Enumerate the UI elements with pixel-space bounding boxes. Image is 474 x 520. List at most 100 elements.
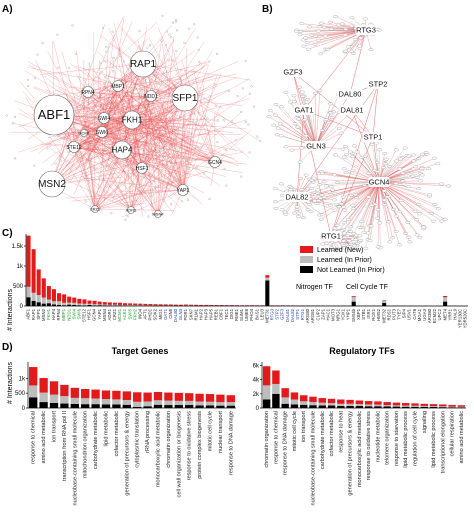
hub-label: DAL82 xyxy=(286,192,309,201)
hub-label: NDD1 xyxy=(144,94,158,100)
bar-segment xyxy=(429,406,438,408)
bar-segment xyxy=(185,405,194,408)
bar-segment xyxy=(56,293,62,302)
category-label: UGA3 xyxy=(422,308,427,320)
category-label: lipid metabolic process xyxy=(431,411,437,468)
category-label: RAP1 xyxy=(31,308,36,320)
category-label: generation of precursors & energy xyxy=(124,411,130,496)
bar-segment xyxy=(39,402,48,408)
category-label: carbohydrate metabolic xyxy=(93,411,99,469)
category-label: ABF1 xyxy=(26,308,31,319)
category-label: response to chemical xyxy=(31,411,37,464)
hub-label: GCN4 xyxy=(208,160,222,166)
bar-segment xyxy=(392,406,401,408)
bar-segment xyxy=(265,275,270,278)
category-label: nuclear transport xyxy=(218,411,224,453)
category-label: YOX1 xyxy=(341,308,346,320)
bar-segment xyxy=(265,277,270,281)
bar-segment xyxy=(153,391,163,401)
bar-segment xyxy=(91,398,100,405)
bar-segment xyxy=(133,401,142,407)
hub-node xyxy=(82,86,94,98)
category-label: RME1 xyxy=(234,308,239,321)
legend-swatch xyxy=(300,266,313,273)
hub-label: SWI6 xyxy=(96,130,108,136)
bar-segment xyxy=(411,403,419,406)
category-label: cofactor metabolic xyxy=(329,411,335,457)
bar-segment xyxy=(309,405,317,408)
bar-segment xyxy=(351,301,356,306)
bar-segment xyxy=(153,404,163,408)
category-label: RTG3 xyxy=(270,308,275,320)
bar-segment xyxy=(364,406,373,408)
bar-segment xyxy=(173,304,178,306)
bar-segment xyxy=(262,399,271,408)
bar-segment xyxy=(123,303,128,305)
bar-segment xyxy=(411,406,419,408)
bar-segment xyxy=(168,304,173,306)
category-label: telomere organization xyxy=(385,411,391,465)
bar-segment xyxy=(262,385,271,400)
bar-segment xyxy=(26,235,31,287)
category-label: REB1 xyxy=(214,308,219,320)
category-label: ECM22 xyxy=(432,308,437,323)
bar-segment xyxy=(143,401,152,407)
panel-b-letter: B) xyxy=(262,4,273,15)
bar-segment xyxy=(72,305,77,306)
bar-segment xyxy=(117,304,123,306)
network-a: RAP1 ABF1 SFP1 MSN2 FKH1 HAP4 RPN4 NDD1 STE12 SWI… xyxy=(5,14,262,221)
category-label: YDR520C xyxy=(463,309,468,328)
hub-label: GCN4 xyxy=(369,177,390,186)
bar-segment xyxy=(327,398,336,404)
bar-segment xyxy=(41,278,46,298)
hub-node xyxy=(209,156,221,168)
category-label: STP2 xyxy=(275,308,280,319)
bar-segment xyxy=(46,286,51,300)
category-label: HMS2 xyxy=(376,308,381,321)
panel-a-letter: A) xyxy=(2,4,13,15)
bar-segment xyxy=(443,301,448,306)
bar-segment xyxy=(309,401,317,406)
category-label: SKN7 xyxy=(188,308,193,320)
category-label: ADR1 xyxy=(107,308,112,320)
hub-node xyxy=(362,132,384,142)
category-label: USV1 xyxy=(407,308,412,320)
bar-segment xyxy=(300,404,308,408)
category-label: MOT3 xyxy=(331,308,336,321)
category-label: HSF1 xyxy=(87,308,92,320)
hub-node xyxy=(38,170,66,198)
category-label: TYE7 xyxy=(397,308,402,319)
bar-segment xyxy=(92,304,97,306)
bar-segment xyxy=(107,304,112,306)
bar-segment xyxy=(185,393,194,401)
legend-swatch xyxy=(300,256,313,263)
bar-segment xyxy=(26,286,31,298)
bar-segment xyxy=(185,400,194,406)
bar-segment xyxy=(216,405,225,408)
bar-segment xyxy=(46,303,51,306)
category-label: ion transport xyxy=(301,411,307,443)
category-label: PDR1 xyxy=(183,308,188,320)
bar-segment xyxy=(178,304,183,306)
category-label: NRG1 xyxy=(336,308,341,321)
hub-node xyxy=(33,94,75,136)
bar-segment xyxy=(133,406,142,408)
category-label: AFT1 xyxy=(143,308,148,319)
bar-segment xyxy=(164,392,173,401)
chart-d-left: response to chemical amino acid metabolic… xyxy=(15,362,236,506)
category-label: UME6 xyxy=(244,308,249,321)
bar-segment xyxy=(56,304,62,306)
bar-segment xyxy=(138,303,143,306)
category-label: rRNA processing xyxy=(145,411,151,453)
category-label: ion transport xyxy=(51,411,57,443)
hub-node xyxy=(282,67,304,77)
bar-segment xyxy=(92,300,97,305)
bar-segment xyxy=(101,404,111,408)
bar-segment xyxy=(87,300,92,304)
bar-segment xyxy=(383,402,391,406)
bar-segment xyxy=(351,296,356,297)
bar-segment xyxy=(153,304,158,306)
bar-segment xyxy=(138,305,143,306)
bar-segment xyxy=(174,400,183,406)
